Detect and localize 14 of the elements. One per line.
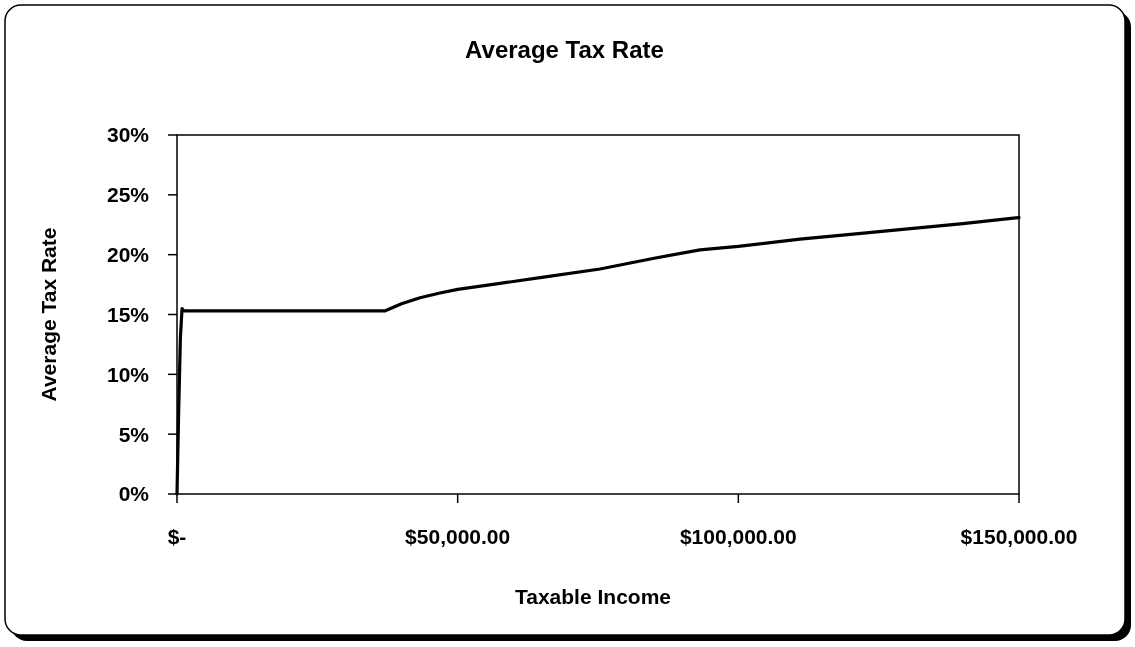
y-tick-label: 10% (106, 362, 150, 386)
y-tick-label: 20% (106, 243, 150, 267)
y-tick-label: 0% (118, 482, 150, 506)
x-tick-label: $50,000.00 (405, 525, 511, 548)
x-axis-title: Taxable Income (514, 585, 672, 608)
y-tick-label: 15% (106, 302, 150, 326)
y-axis-title: Average Tax Rate (37, 227, 60, 402)
x-tick-label: $150,000.00 (960, 525, 1078, 548)
chart-title: Average Tax Rate (465, 36, 664, 63)
y-tick-label: 25% (106, 183, 150, 207)
y-tick-label: 30% (106, 123, 150, 147)
x-tick-label: $- (167, 525, 187, 548)
y-tick-label: 5% (118, 422, 150, 446)
x-tick-label: $100,000.00 (679, 525, 797, 548)
